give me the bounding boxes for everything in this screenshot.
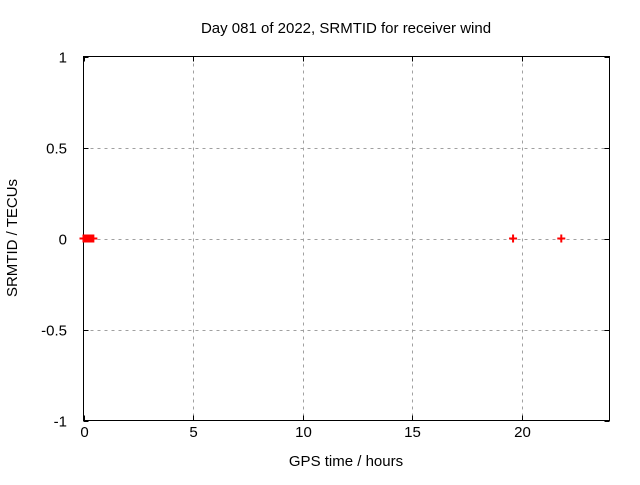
axis-tick-labels: 0 5 10 15 20 -1 -0.5 0 0.5 1	[41, 50, 531, 442]
x-tick-label: 10	[295, 424, 312, 441]
x-axis-label: GPS time / hours	[289, 453, 403, 470]
plot-border	[83, 56, 610, 421]
x-tick-label: 20	[514, 424, 531, 441]
y-tick-label: -0.5	[41, 323, 67, 340]
x-tick-label: 5	[189, 424, 197, 441]
y-tick-label: 1	[59, 50, 67, 67]
y-tick-label: 0.5	[46, 141, 67, 158]
data-points	[79, 234, 566, 243]
y-tick-label: -1	[54, 414, 67, 431]
y-axis-label: SRMTID / TECUs	[4, 179, 21, 297]
x-tick-label: 0	[80, 424, 88, 441]
x-tick-label: 15	[404, 424, 421, 441]
chart-title: Day 081 of 2022, SRMTID for receiver win…	[201, 20, 491, 37]
gridlines	[83, 56, 610, 421]
y-tick-label: 0	[59, 232, 67, 249]
